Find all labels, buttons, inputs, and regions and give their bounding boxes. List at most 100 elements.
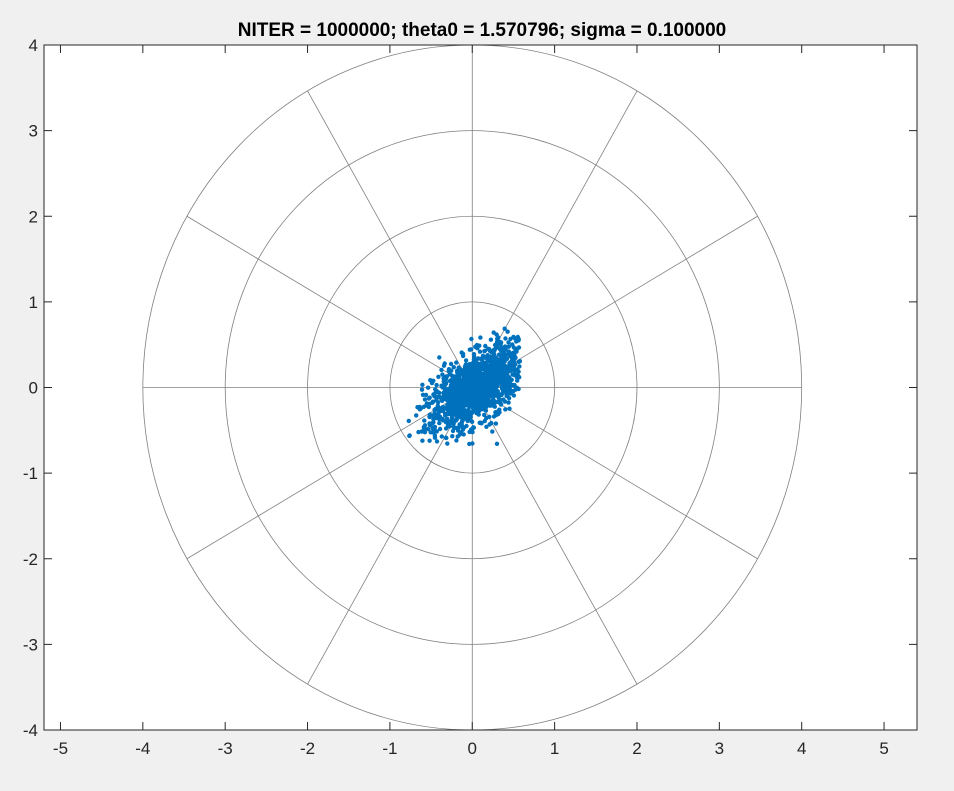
scatter-point (477, 379, 483, 384)
scatter-point (459, 421, 464, 426)
x-tick-label: -4 (135, 739, 150, 758)
scatter-point (469, 369, 474, 375)
scatter-point (414, 413, 419, 418)
scatter-point (471, 383, 476, 389)
scatter-point (464, 375, 469, 380)
scatter-point (460, 427, 466, 432)
scatter-point (474, 403, 479, 408)
scatter-point (450, 415, 455, 421)
scatter-point (462, 395, 467, 400)
scatter-point (506, 340, 511, 345)
scatter-point (440, 405, 446, 410)
scatter-point (482, 406, 487, 411)
scatter-point (450, 428, 456, 434)
x-tick-label: 1 (550, 739, 559, 758)
scatter-point (446, 386, 451, 392)
x-tick-label: -2 (300, 739, 315, 758)
scatter-point (462, 384, 467, 390)
scatter-point (506, 400, 511, 405)
scatter-point (503, 389, 508, 395)
scatter-point (454, 417, 459, 422)
x-axis-ticks: -5 -4 -3 -2 -1 0 1 2 3 4 5 (53, 45, 889, 758)
scatter-point (460, 418, 465, 423)
scatter-point (439, 367, 444, 373)
scatter-point (434, 439, 440, 444)
scatter-point (475, 365, 480, 371)
scatter-point (469, 419, 475, 424)
scatter-point (451, 365, 456, 370)
scatter-point (512, 352, 517, 358)
scatter-point (456, 390, 461, 395)
scatter-point (431, 420, 436, 425)
polar-circle-r3 (224, 130, 720, 645)
scatter-point (445, 406, 450, 412)
y-tick-label: 4 (29, 36, 38, 55)
scatter-point (481, 387, 486, 392)
x-tick-label: 3 (715, 739, 724, 758)
scatter-point (448, 361, 454, 367)
scatter-point (467, 398, 473, 403)
scatter-point (470, 395, 476, 400)
y-tick-label: -2 (23, 550, 38, 569)
scatter-point (457, 406, 462, 412)
scatter-point (508, 336, 513, 342)
scatter-point (437, 426, 443, 432)
scatter-point (487, 365, 492, 371)
scatter-point (447, 403, 452, 408)
scatter-point (483, 370, 488, 375)
scatter-point (513, 387, 518, 392)
scatter-point (477, 420, 482, 425)
scatter-point (480, 375, 486, 381)
scatter-point (421, 426, 427, 431)
polar-circle-r1 (389, 301, 556, 474)
scatter-point (495, 377, 500, 382)
scatter-point (507, 406, 512, 411)
scatter-point (473, 391, 479, 396)
scatter-point (496, 340, 501, 345)
scatter-point (483, 355, 488, 360)
scatter-point (437, 355, 442, 360)
scatter-point (497, 367, 503, 372)
scatter-point (513, 347, 518, 353)
scatter-point (432, 394, 437, 399)
scatter-point (425, 426, 430, 432)
scatter-point (484, 395, 490, 401)
scatter-point (453, 393, 458, 398)
scatter-point (469, 347, 474, 352)
scatter-point (456, 425, 461, 430)
scatter-point (475, 410, 480, 415)
scatter-point (503, 407, 508, 412)
scatter-point (478, 394, 483, 400)
scatter-point (493, 421, 499, 426)
scatter-point (423, 392, 429, 398)
scatter-point (419, 387, 425, 392)
scatter-point (496, 395, 501, 400)
scatter-point (512, 371, 517, 377)
scatter-point (463, 409, 468, 414)
scatter-point (449, 408, 454, 414)
scatter-point (494, 441, 500, 446)
scatter-point (499, 392, 504, 398)
scatter-point (471, 362, 476, 368)
scatter-point (472, 354, 477, 360)
scatter-point (424, 402, 429, 408)
scatter-point (429, 400, 435, 405)
scatter-point (516, 336, 521, 342)
scatter-point (434, 398, 439, 403)
scatter-point (477, 349, 483, 354)
scatter-point (470, 441, 475, 446)
scatter-point (436, 374, 441, 379)
scatter-point (420, 438, 425, 443)
scatter-point (445, 411, 451, 416)
scatter-point (443, 435, 449, 440)
scatter-point (514, 375, 520, 380)
scatter-point (495, 383, 500, 389)
scatter-point (494, 344, 499, 350)
scatter-point (440, 398, 445, 403)
scatter-point (441, 363, 447, 368)
scatter-point (426, 396, 431, 401)
y-axis-ticks: -4 -3 -2 -1 0 1 2 3 4 (23, 36, 917, 740)
scatter-point (484, 415, 489, 421)
